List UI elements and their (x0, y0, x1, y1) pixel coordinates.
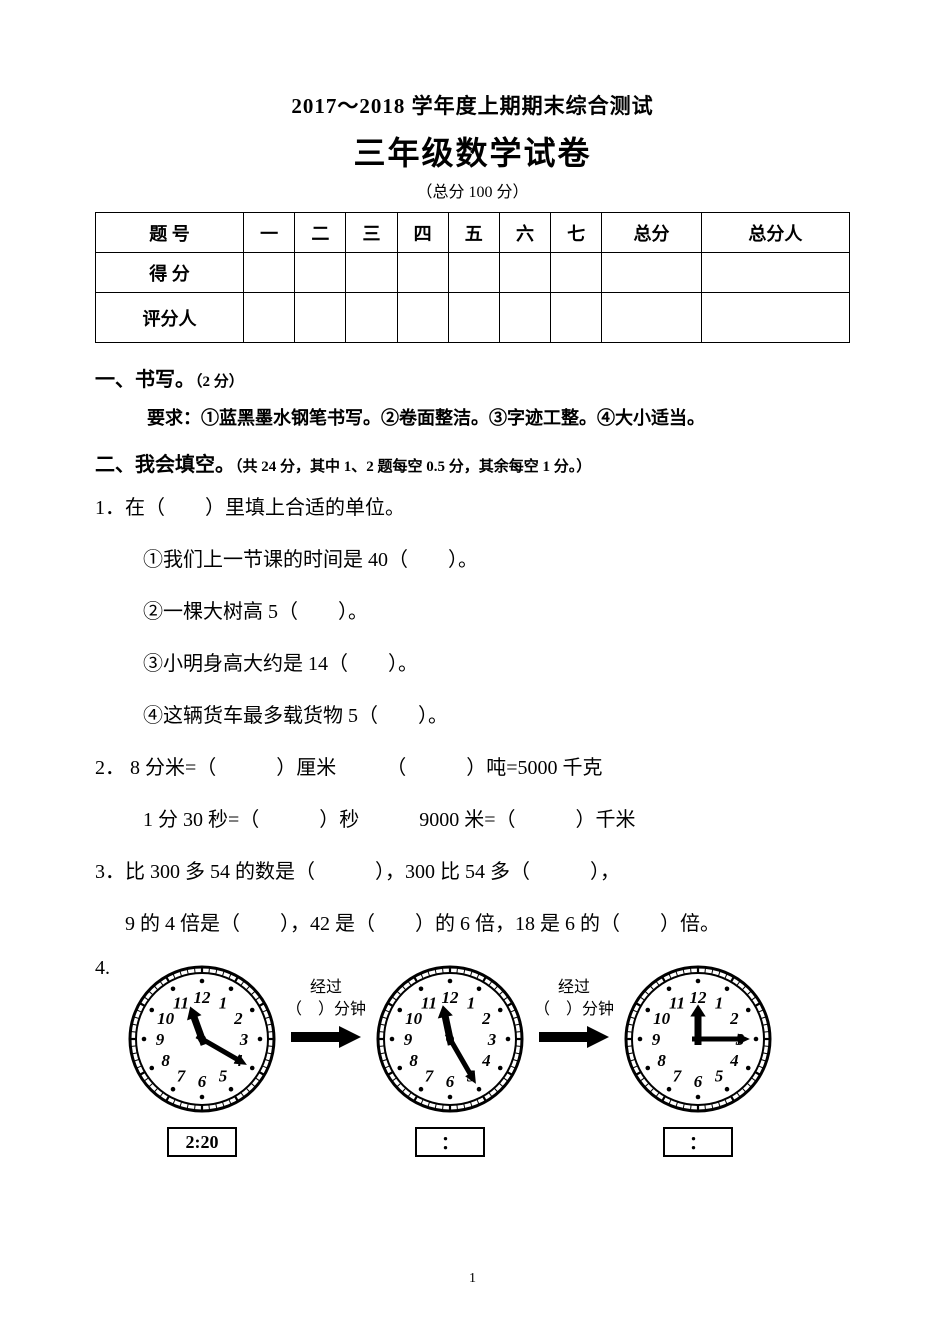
svg-text:1: 1 (219, 994, 228, 1013)
svg-text:3: 3 (487, 1030, 497, 1049)
clock-icon: 121234567891011 (616, 957, 780, 1121)
svg-text:1: 1 (467, 994, 476, 1013)
cell: 总分人 (701, 213, 849, 253)
svg-text:5: 5 (715, 1066, 724, 1085)
question-1-stem: 1．在（ ）里填上合适的单位。 (95, 489, 850, 527)
question-4-label: 4. (95, 957, 110, 980)
svg-text:2: 2 (729, 1009, 739, 1028)
time-box: ： (663, 1127, 733, 1157)
table-row: 题 号 一 二 三 四 五 六 七 总分 总分人 (96, 213, 850, 253)
question-2-line1: 2． 8 分米=（ ）厘米 （ ）吨=5000 千克 (95, 749, 850, 787)
svg-text:11: 11 (173, 994, 189, 1013)
svg-text:6: 6 (198, 1072, 207, 1091)
arrow-label-bottom: （ ）分钟 (286, 999, 366, 1021)
svg-text:3: 3 (239, 1030, 249, 1049)
svg-text:5: 5 (219, 1066, 228, 1085)
question-2-line2: 1 分 30 秒=（ ）秒 9000 米=（ ）千米 (143, 801, 850, 839)
svg-text:12: 12 (442, 988, 460, 1007)
clock-block: 121234567891011： (616, 957, 780, 1157)
svg-text:6: 6 (446, 1072, 455, 1091)
exam-year-line: 2017～2018 学年度上期期末综合测试 (95, 90, 850, 120)
question-1a: ①我们上一节课的时间是 40（ ）。 (143, 541, 850, 579)
svg-text:2: 2 (481, 1009, 491, 1028)
question-1d: ④这辆货车最多载货物 5（ ）。 (143, 697, 850, 735)
cell: 总分 (602, 213, 702, 253)
clock-block: 1212345678910112:20 (120, 957, 284, 1157)
exam-title: 三年级数学试卷 (95, 128, 850, 174)
cell: 题 号 (96, 213, 244, 253)
arrow-label-bottom: （ ）分钟 (534, 999, 614, 1021)
section-1-requirements: 要求：①蓝黑墨水钢笔书写。②卷面整洁。③字迹工整。④大小适当。 (147, 404, 850, 430)
svg-text:2: 2 (233, 1009, 243, 1028)
arrow-icon (291, 1026, 361, 1048)
section-1-title: 一、书写。（2 分） (95, 363, 850, 392)
cell: 五 (448, 213, 499, 253)
svg-text:12: 12 (690, 988, 708, 1007)
svg-text:11: 11 (421, 994, 437, 1013)
arrow-icon (539, 1026, 609, 1048)
cell: 得 分 (96, 253, 244, 293)
question-3-line1: 3．比 300 多 54 的数是（ ），300 比 54 多（ ）， (95, 853, 850, 891)
time-box: 2:20 (167, 1127, 237, 1157)
score-table: 题 号 一 二 三 四 五 六 七 总分 总分人 得 分 评分人 (95, 212, 850, 343)
svg-text:9: 9 (652, 1030, 661, 1049)
cell: 一 (244, 213, 295, 253)
cell: 二 (295, 213, 346, 253)
section-1-name: 一、书写。 (95, 369, 195, 391)
clock-icon: 121234567891011 (120, 957, 284, 1121)
section-1-points: （2 分） (195, 374, 244, 390)
cell: 六 (499, 213, 550, 253)
svg-text:4: 4 (481, 1051, 491, 1070)
total-score-line: （总分 100 分） (95, 178, 850, 202)
page-number: 1 (0, 1271, 945, 1287)
question-3-line2: 9 的 4 倍是（ ），42 是（ ）的 6 倍，18 是 6 的（ ）倍。 (125, 905, 850, 943)
arrow-block: 经过（ ）分钟 (534, 977, 614, 1048)
cell: 四 (397, 213, 448, 253)
arrow-label-top: 经过 (310, 977, 342, 999)
clocks-row: 1212345678910112:20经过（ ）分钟12123456789101… (120, 957, 780, 1157)
section-2-points: （共 24 分，其中 1、2 题每空 0.5 分，其余每空 1 分。） (235, 459, 591, 475)
section-2-name: 二、我会填空。 (95, 454, 235, 476)
svg-text:9: 9 (404, 1030, 413, 1049)
svg-text:6: 6 (694, 1072, 703, 1091)
cell: 评分人 (96, 293, 244, 343)
cell: 三 (346, 213, 397, 253)
svg-text:8: 8 (409, 1051, 418, 1070)
table-row: 得 分 (96, 253, 850, 293)
time-box: ： (415, 1127, 485, 1157)
table-row: 评分人 (96, 293, 850, 343)
question-1b: ②一棵大树高 5（ ）。 (143, 593, 850, 631)
svg-text:1: 1 (715, 994, 724, 1013)
cell: 七 (551, 213, 602, 253)
clock-icon: 121234567891011 (368, 957, 532, 1121)
svg-text:8: 8 (161, 1051, 170, 1070)
arrow-label-top: 经过 (558, 977, 590, 999)
arrow-block: 经过（ ）分钟 (286, 977, 366, 1048)
question-1c: ③小明身高大约是 14（ ）。 (143, 645, 850, 683)
clock-block: 121234567891011： (368, 957, 532, 1157)
section-2-title: 二、我会填空。（共 24 分，其中 1、2 题每空 0.5 分，其余每空 1 分… (95, 448, 850, 477)
svg-text:9: 9 (156, 1030, 165, 1049)
svg-text:12: 12 (194, 988, 212, 1007)
svg-text:4: 4 (729, 1051, 739, 1070)
svg-text:8: 8 (657, 1051, 666, 1070)
svg-text:11: 11 (669, 994, 685, 1013)
